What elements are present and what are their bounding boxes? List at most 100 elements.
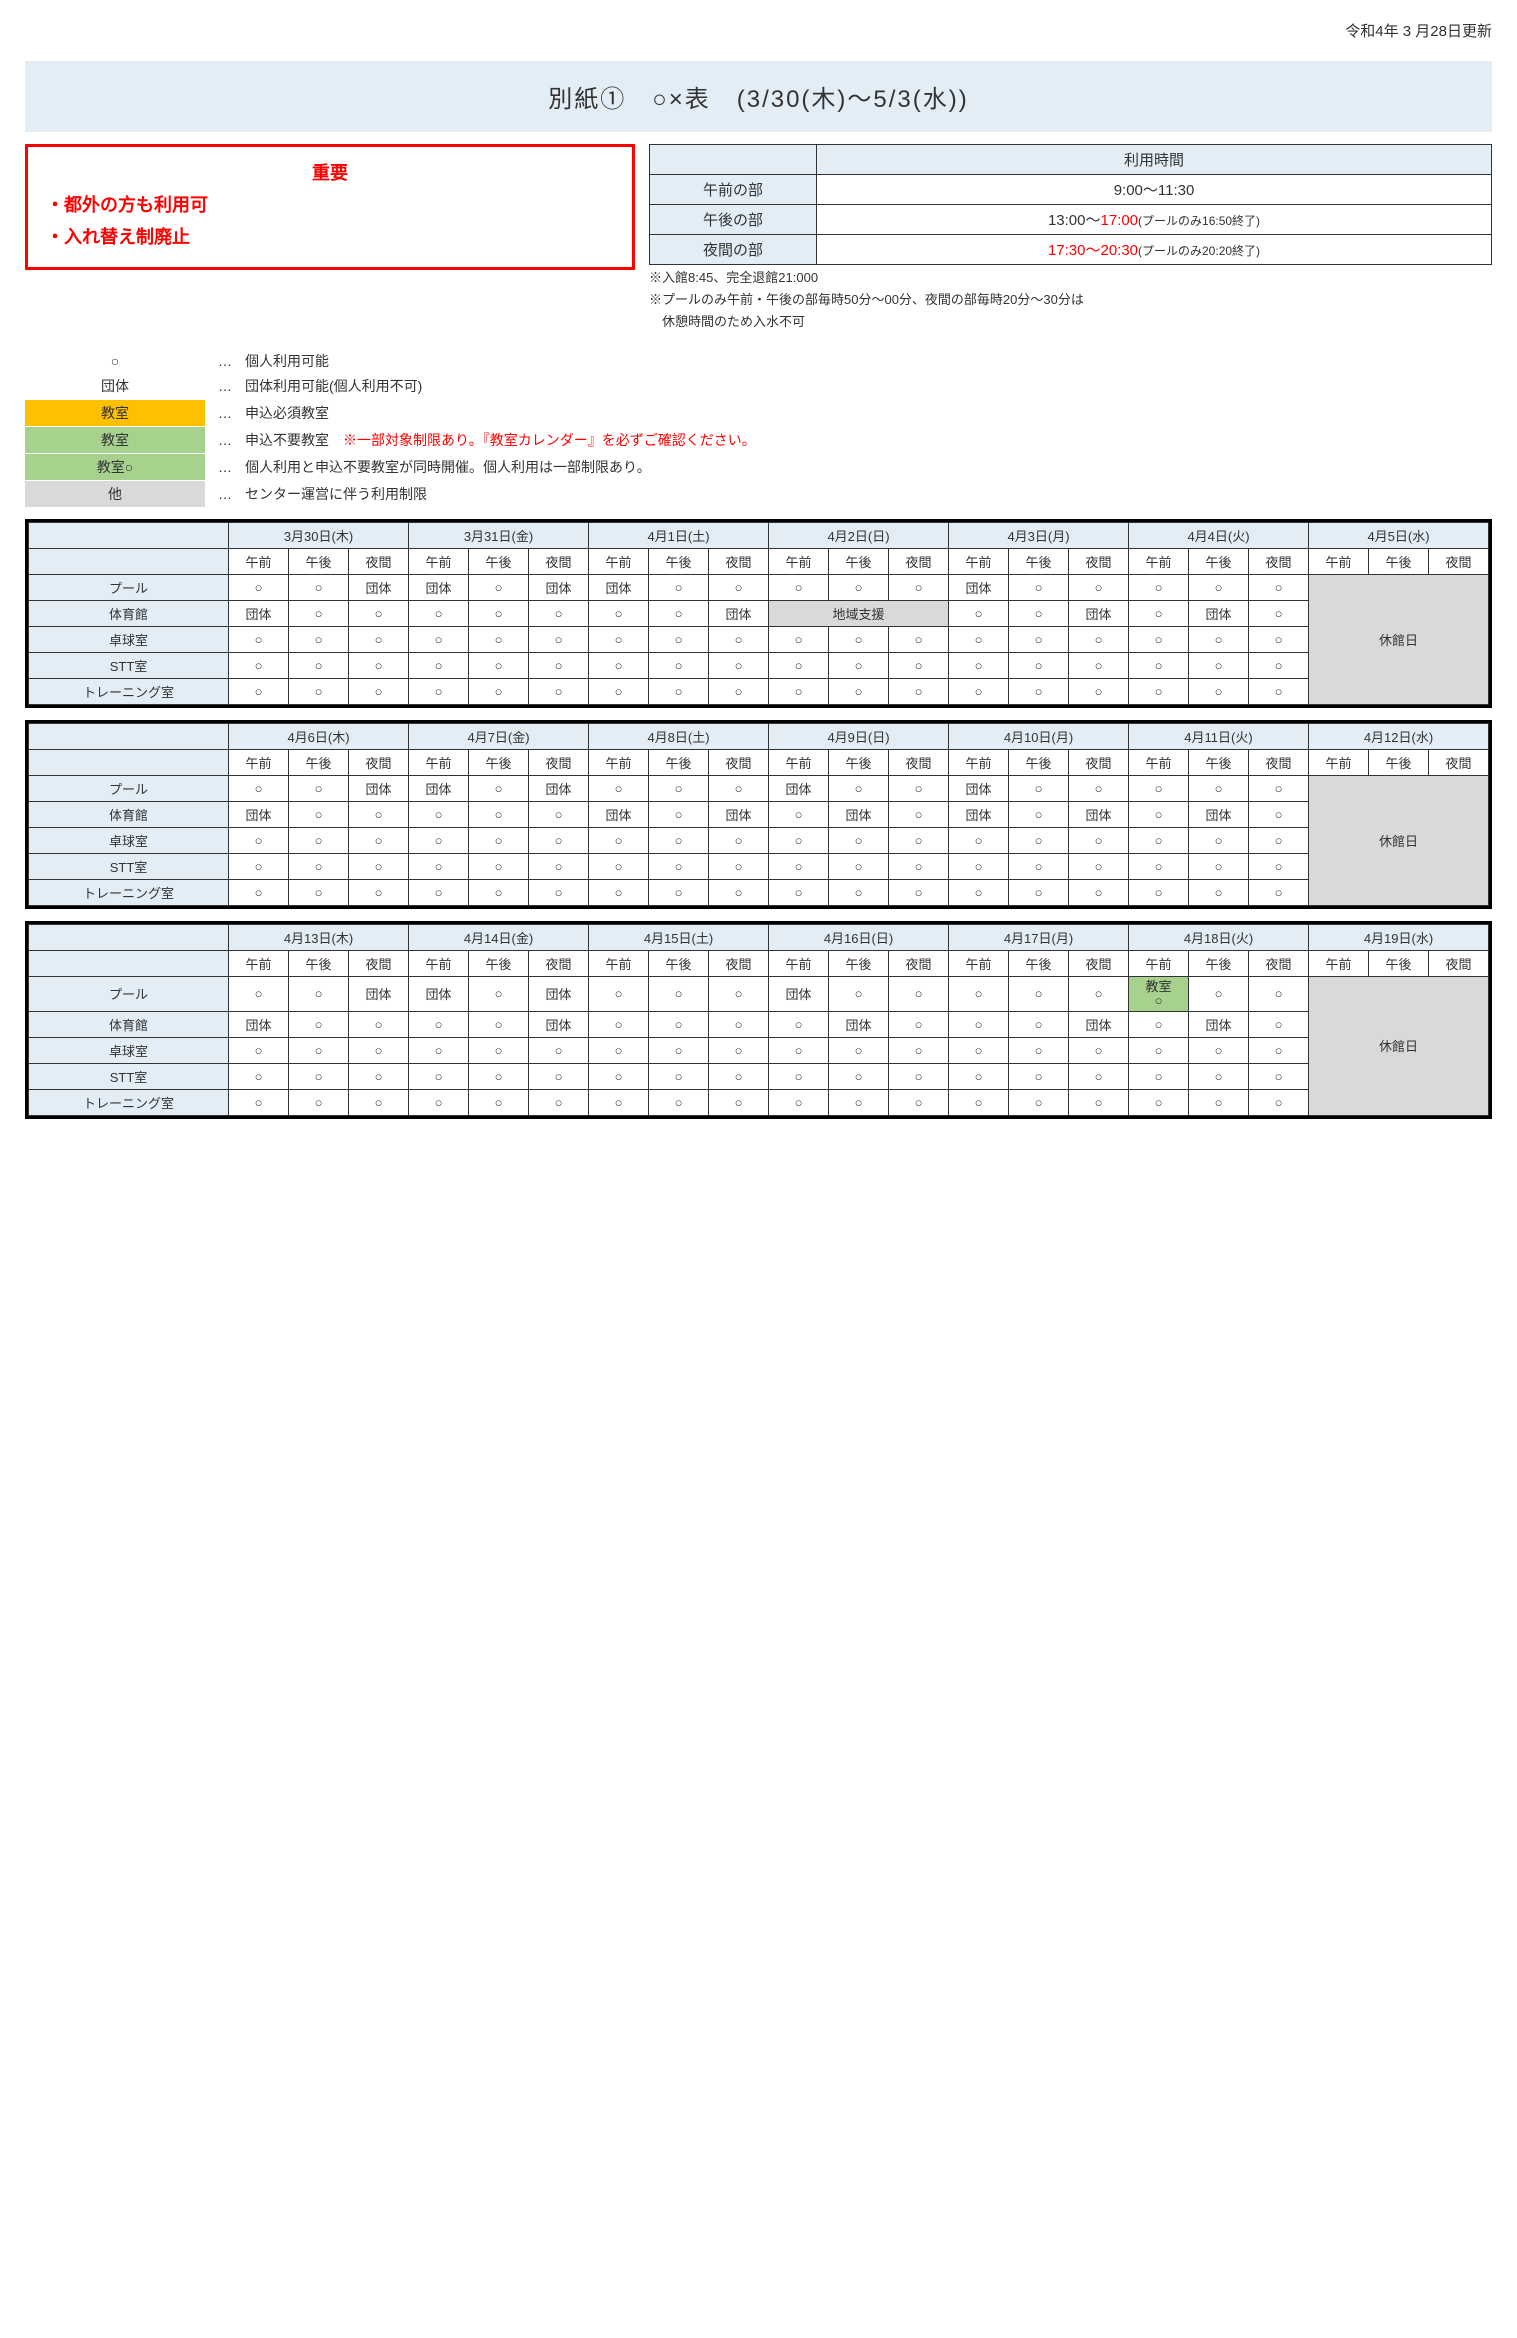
schedule-cell: 団体 [1069, 1012, 1129, 1038]
slot-header: 午前 [1309, 749, 1369, 775]
schedule-cell: 団体 [1189, 801, 1249, 827]
schedule-cell: ○ [1069, 678, 1129, 704]
schedule-cell: ○ [1009, 626, 1069, 652]
schedule-cell: ○ [469, 600, 529, 626]
schedule-cell: 団体 [829, 801, 889, 827]
schedule-cell: ○ [1129, 1064, 1189, 1090]
schedule-cell: ○ [229, 775, 289, 801]
date-header: 4月13日(木) [229, 924, 409, 950]
slot-header: 午後 [649, 548, 709, 574]
schedule-cell: ○ [889, 827, 949, 853]
schedule-cell: ○ [649, 600, 709, 626]
schedule-cell: ○ [229, 1038, 289, 1064]
schedule-cell: ○ [649, 652, 709, 678]
schedule-block: 4月13日(木)4月14日(金)4月15日(土)4月16日(日)4月17日(月)… [25, 921, 1492, 1120]
schedule-cell: ○ [469, 574, 529, 600]
schedule-cell: ○ [529, 626, 589, 652]
facility-row-header: 体育館 [29, 801, 229, 827]
slot-header: 夜間 [1249, 749, 1309, 775]
schedule-cell: ○ [769, 827, 829, 853]
schedule-cell: 団体 [709, 801, 769, 827]
legend-sep: … [205, 459, 245, 475]
usage-time-table: 利用時間 午前の部 9:00〜11:30 午後の部 13:00〜17:00(プー… [649, 144, 1492, 265]
slot-header: 午前 [949, 749, 1009, 775]
schedule-cell: ○ [1249, 827, 1309, 853]
schedule-cell: 団体 [529, 976, 589, 1012]
schedule-cell: ○ [709, 574, 769, 600]
legend-key: 団体 [25, 373, 205, 399]
schedule-cell: ○ [949, 600, 1009, 626]
schedule-cell: ○ [1129, 1038, 1189, 1064]
slot-header: 午前 [1129, 548, 1189, 574]
page-title: 別紙① ○×表 (3/30(木)〜5/3(水)) [25, 61, 1492, 132]
schedule-cell: ○ [229, 678, 289, 704]
schedule-cell: ○ [949, 626, 1009, 652]
schedule-cell: ○ [1069, 976, 1129, 1012]
slot-header: 午後 [1369, 749, 1429, 775]
schedule-cell: ○ [829, 775, 889, 801]
schedule-cell: ○ [889, 879, 949, 905]
time-note: ※入館8:45、完全退館21:000 [649, 269, 1492, 287]
schedule-cell: ○ [889, 652, 949, 678]
schedule-cell: ○ [949, 652, 1009, 678]
legend-desc: センター運営に伴う利用制限 [245, 484, 1492, 504]
schedule-cell: ○ [589, 678, 649, 704]
date-header: 4月5日(水) [1309, 522, 1489, 548]
schedule-cell: ○ [1249, 1038, 1309, 1064]
schedule-cell: ○ [1249, 976, 1309, 1012]
slot-header: 夜間 [349, 749, 409, 775]
facility-row-header: プール [29, 976, 229, 1012]
schedule-cell: ○ [289, 626, 349, 652]
schedule-cell: ○ [469, 879, 529, 905]
schedule-cell: ○ [1249, 600, 1309, 626]
schedule-cell: ○ [1129, 574, 1189, 600]
schedule-cell: ○ [829, 827, 889, 853]
schedule-cell: ○ [1069, 879, 1129, 905]
schedule-cell: ○ [349, 626, 409, 652]
schedule-cell: ○ [469, 775, 529, 801]
schedule-cell: ○ [889, 775, 949, 801]
schedule-cell: ○ [289, 801, 349, 827]
schedule-cell: ○ [889, 1038, 949, 1064]
schedule-cell: ○ [769, 1064, 829, 1090]
schedule-cell: ○ [769, 1038, 829, 1064]
schedule-cell: ○ [589, 976, 649, 1012]
schedule-cell: ○ [1189, 853, 1249, 879]
date-header: 3月31日(金) [409, 522, 589, 548]
legend-desc: 申込必須教室 [245, 403, 1492, 423]
schedule-cell: ○ [1009, 976, 1069, 1012]
schedule-cell: ○ [829, 976, 889, 1012]
schedule-cell: ○ [349, 1038, 409, 1064]
schedule-cell: ○ [649, 574, 709, 600]
slot-header: 午前 [589, 950, 649, 976]
schedule-cell: ○ [649, 853, 709, 879]
schedule-cell: ○ [1069, 574, 1129, 600]
facility-row-header: プール [29, 775, 229, 801]
schedule-cell: ○ [469, 853, 529, 879]
schedule-cell: ○ [289, 1064, 349, 1090]
schedule-cell: ○ [289, 1012, 349, 1038]
schedule-cell: ○ [229, 652, 289, 678]
time-row-label: 夜間の部 [650, 235, 817, 265]
schedule-cell: ○ [949, 879, 1009, 905]
schedule-cell: ○ [1069, 853, 1129, 879]
important-line: ・入れ替え制廃止 [46, 223, 614, 249]
schedule-cell: ○ [889, 801, 949, 827]
schedule-cell: 団体 [829, 1012, 889, 1038]
schedule-cell: 教室 ○ [1129, 976, 1189, 1012]
date-header: 4月17日(月) [949, 924, 1129, 950]
schedule-cell: 団体 [1189, 600, 1249, 626]
schedule-cell: ○ [709, 1038, 769, 1064]
slot-header: 夜間 [349, 950, 409, 976]
date-header: 4月7日(金) [409, 723, 589, 749]
schedule-cell: ○ [409, 652, 469, 678]
slot-header: 午前 [229, 548, 289, 574]
schedule-cell: ○ [649, 626, 709, 652]
date-header: 4月15日(土) [589, 924, 769, 950]
schedule-cell: ○ [469, 827, 529, 853]
legend-sep: … [205, 378, 245, 394]
schedule-cell: ○ [1009, 879, 1069, 905]
schedule-cell: 団体 [589, 574, 649, 600]
schedule-cell: ○ [889, 853, 949, 879]
slot-header: 夜間 [1069, 950, 1129, 976]
